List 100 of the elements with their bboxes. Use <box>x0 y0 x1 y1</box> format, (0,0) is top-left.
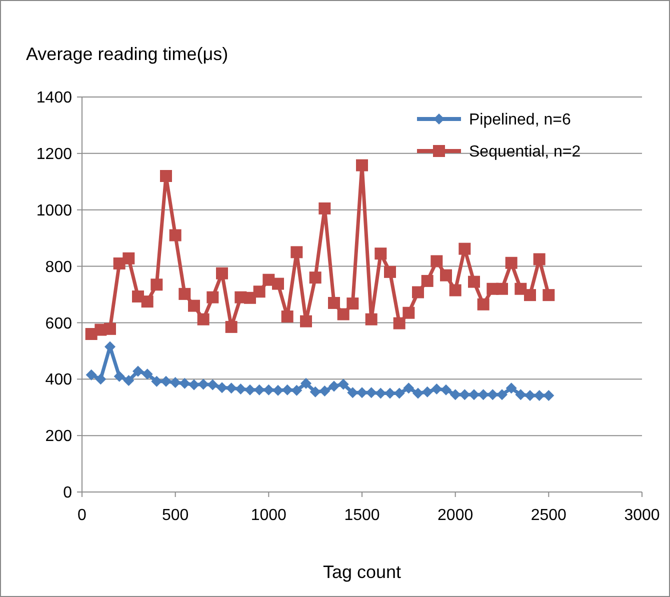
point <box>533 253 546 266</box>
point <box>123 375 134 386</box>
point <box>272 384 284 396</box>
point <box>542 289 555 302</box>
point <box>244 384 256 396</box>
y-tick-label: 0 <box>63 484 72 502</box>
point <box>150 278 163 291</box>
point <box>198 378 209 390</box>
point <box>216 382 228 394</box>
point <box>412 388 424 399</box>
point <box>114 370 125 382</box>
y-tick-label: 600 <box>45 315 72 332</box>
x-tick-label: 1500 <box>344 507 380 524</box>
point <box>151 376 162 387</box>
y-tick-label: 800 <box>45 258 72 276</box>
point <box>263 384 274 396</box>
point <box>366 387 377 398</box>
point <box>282 384 293 396</box>
legend-label: Pipelined, n=6 <box>469 112 571 129</box>
point <box>290 246 303 258</box>
point <box>142 368 153 380</box>
point <box>169 229 182 242</box>
point <box>281 310 294 323</box>
y-tick-label: 1000 <box>36 202 72 220</box>
point <box>122 252 135 264</box>
x-tick-label: 3000 <box>624 507 660 524</box>
x-tick-label: 0 <box>78 507 87 524</box>
point <box>225 320 238 333</box>
point <box>524 289 536 302</box>
point <box>515 389 526 400</box>
point <box>272 278 284 290</box>
point <box>197 313 210 326</box>
point <box>300 378 312 389</box>
point <box>300 315 312 328</box>
x-tick-label: 500 <box>162 507 189 524</box>
y-tick-label: 1200 <box>36 146 72 164</box>
point <box>347 387 358 398</box>
point <box>430 255 443 268</box>
point <box>468 389 480 400</box>
point <box>310 386 321 398</box>
point <box>506 382 517 394</box>
point <box>487 389 498 400</box>
point <box>505 256 518 269</box>
point <box>543 390 554 402</box>
y-tick-label: 200 <box>45 428 72 446</box>
x-tick-label: 1000 <box>250 507 287 524</box>
point <box>86 369 97 380</box>
point <box>132 366 144 377</box>
point <box>160 170 172 182</box>
point <box>207 379 218 390</box>
point <box>188 300 200 312</box>
x-tick-label: 2500 <box>530 507 567 524</box>
point <box>328 380 340 392</box>
point <box>337 308 350 320</box>
point <box>365 313 378 326</box>
point <box>104 322 116 335</box>
point <box>309 272 322 284</box>
point <box>402 306 415 319</box>
point <box>421 274 434 287</box>
point <box>496 282 508 295</box>
point <box>235 384 246 395</box>
point <box>319 385 330 396</box>
point <box>384 388 396 399</box>
x-tick-label: 2000 <box>438 507 474 524</box>
point <box>178 288 191 300</box>
point <box>253 286 266 298</box>
point <box>459 389 470 400</box>
point <box>244 292 256 304</box>
point <box>188 379 200 390</box>
point <box>431 384 442 395</box>
x-axis-title: Tag count <box>322 562 402 582</box>
legend-label: Sequential, n=2 <box>469 144 581 161</box>
point <box>524 390 536 402</box>
point <box>179 378 190 389</box>
point <box>440 269 452 282</box>
point <box>496 389 508 400</box>
point <box>254 384 265 396</box>
point <box>450 389 461 400</box>
point <box>403 382 414 394</box>
point <box>374 248 387 260</box>
y-tick-label: 1400 <box>36 90 72 107</box>
point <box>95 374 106 385</box>
point <box>318 202 331 214</box>
point <box>141 296 154 308</box>
point <box>356 387 368 398</box>
point <box>160 376 172 387</box>
point <box>458 242 471 255</box>
point <box>478 389 489 400</box>
point <box>338 378 349 390</box>
point <box>468 276 480 288</box>
point <box>422 386 433 398</box>
point <box>170 377 181 388</box>
point <box>216 267 228 280</box>
point <box>206 291 219 304</box>
point <box>393 317 406 330</box>
y-tick-label: 400 <box>45 372 72 389</box>
point <box>346 298 359 310</box>
y-axis-title: Average reading time(μs) <box>26 44 228 64</box>
point <box>356 159 368 172</box>
point <box>449 284 462 296</box>
